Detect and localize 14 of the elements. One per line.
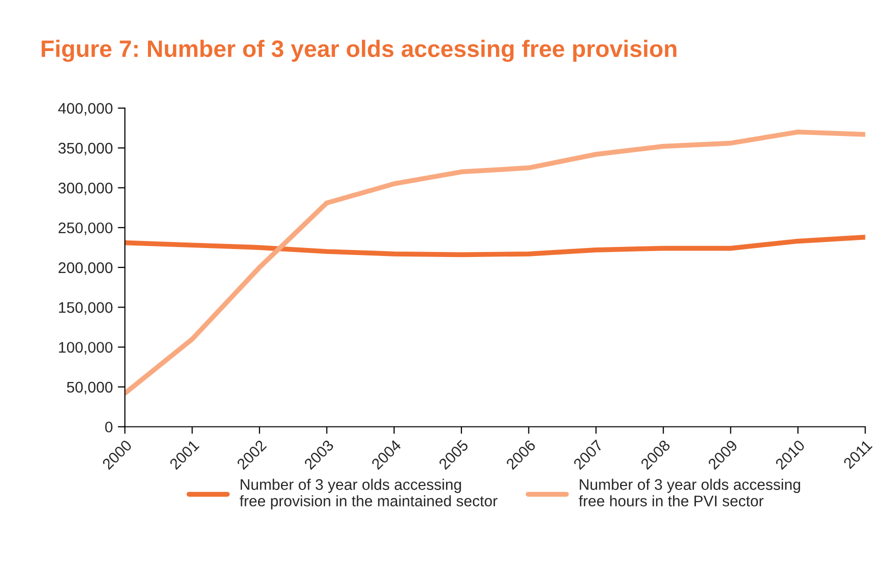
y-tick-label: 400,000 bbox=[58, 102, 112, 116]
legend-label: Number of 3 year olds accessing free hours in the PVI sector bbox=[578, 478, 800, 506]
y-tick-label: 150,000 bbox=[59, 302, 112, 315]
y-tick-label: 100,000 bbox=[59, 342, 112, 355]
y-tick-label: 50,000 bbox=[66, 382, 112, 394]
y-tick-label: 200,000 bbox=[58, 262, 112, 275]
y-tick-label: 300,000 bbox=[58, 182, 112, 196]
chart-title: Figure 7: Number of 3 year olds accessing free provision bbox=[42, 40, 676, 62]
y-tick-label: 0 bbox=[105, 422, 112, 432]
line-series bbox=[124, 130, 866, 396]
y-tick-label: 250,000 bbox=[58, 222, 112, 236]
line-series bbox=[124, 234, 866, 258]
legend-label: Number of 3 year olds accessing free provision in the maintained sector bbox=[240, 478, 498, 510]
y-tick-label: 350,000 bbox=[58, 142, 112, 156]
